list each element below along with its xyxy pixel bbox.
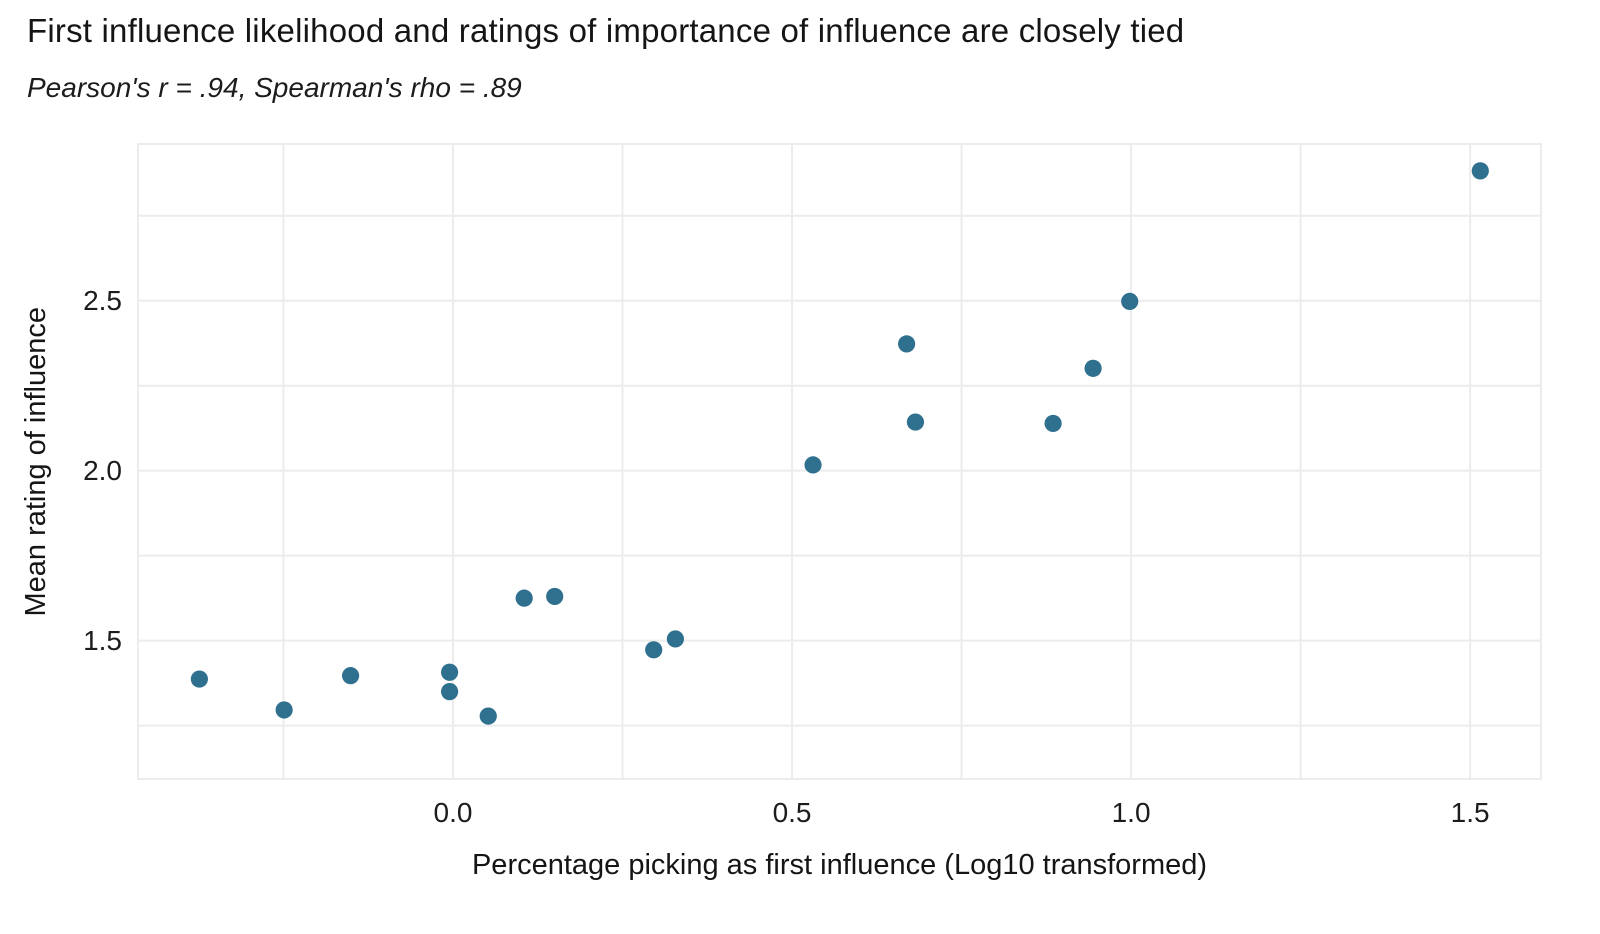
- data-point: [1084, 359, 1102, 377]
- plot-panel: [137, 143, 1542, 780]
- data-point: [1471, 162, 1489, 180]
- data-point: [804, 456, 822, 474]
- x-axis-title: Percentage picking as first influence (L…: [471, 849, 1208, 881]
- data-point: [341, 667, 360, 685]
- x-tick-label: 0.5: [772, 797, 812, 828]
- chart-title: First influence likelihood and ratings o…: [27, 12, 1185, 49]
- data-point: [440, 683, 459, 701]
- data-point: [440, 663, 459, 681]
- data-point: [906, 413, 925, 431]
- data-point: [190, 670, 208, 688]
- y-tick-label: 2.0: [83, 454, 122, 486]
- data-point: [479, 707, 497, 725]
- data-point: [645, 641, 663, 659]
- data-point: [515, 589, 533, 607]
- data-point: [898, 335, 916, 353]
- y-tick-label: 1.5: [83, 624, 122, 656]
- x-tick-label: 0.0: [433, 797, 473, 828]
- x-tick-label: 1.5: [1450, 797, 1490, 828]
- panel-border: [137, 143, 1542, 780]
- data-point: [275, 701, 293, 719]
- y-tick-label: 2.5: [83, 284, 122, 316]
- data-point: [1044, 414, 1062, 433]
- data-point: [666, 630, 685, 648]
- chart-subtitle: Pearson's r = .94, Spearman's rho = .89: [27, 72, 522, 103]
- data-point: [1121, 292, 1139, 311]
- x-tick-label: 1.0: [1111, 797, 1151, 828]
- data-point: [546, 587, 564, 606]
